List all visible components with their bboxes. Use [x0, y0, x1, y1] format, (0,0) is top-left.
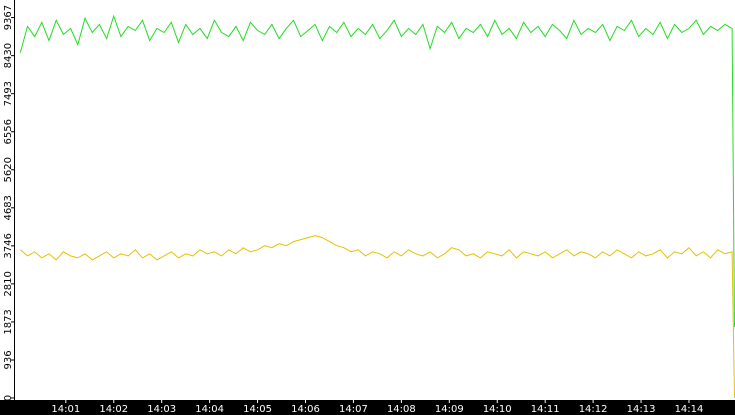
y-tick-label: 6556 [3, 119, 14, 144]
series-line [19, 235, 735, 399]
x-tick-label: 14:14 [675, 404, 704, 415]
y-tick-label: 7493 [3, 81, 14, 106]
x-tick-label: 14:01 [51, 404, 80, 415]
x-tick-label: 14:03 [147, 404, 176, 415]
x-tick-label: 14:02 [99, 404, 128, 415]
series-line [19, 14, 735, 327]
y-tick-label: 0 [3, 395, 14, 401]
x-tick-label: 14:12 [579, 404, 608, 415]
y-tick-label: 3746 [3, 233, 14, 258]
x-tick-label: 14:04 [195, 404, 224, 415]
x-tick-label: 14:09 [435, 404, 464, 415]
y-tick-label: 2810 [3, 271, 14, 296]
x-tick-label: 14:07 [339, 404, 368, 415]
y-tick-label: 4683 [3, 195, 14, 220]
y-tick-label: 8430 [3, 43, 14, 68]
x-tick-label: 14:06 [291, 404, 320, 415]
x-tick-label: 14:13 [627, 404, 656, 415]
y-tick-label: 9367 [3, 5, 14, 30]
y-tick-label: 1873 [3, 309, 14, 334]
y-tick-label: 5620 [3, 157, 14, 182]
x-axis-band [0, 400, 735, 415]
x-tick-label: 14:10 [483, 404, 512, 415]
x-tick-label: 14:05 [243, 404, 272, 415]
x-tick-label: 14:11 [531, 404, 560, 415]
x-tick-label: 14:08 [387, 404, 416, 415]
y-tick-label: 936 [3, 350, 14, 369]
